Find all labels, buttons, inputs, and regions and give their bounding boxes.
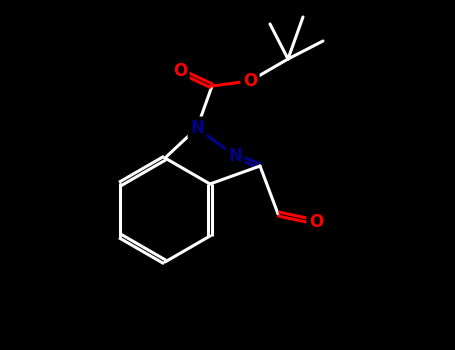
Text: N: N: [228, 147, 242, 165]
Text: O: O: [243, 72, 257, 90]
Text: N: N: [190, 119, 204, 137]
Text: O: O: [309, 213, 323, 231]
Text: O: O: [173, 62, 187, 80]
